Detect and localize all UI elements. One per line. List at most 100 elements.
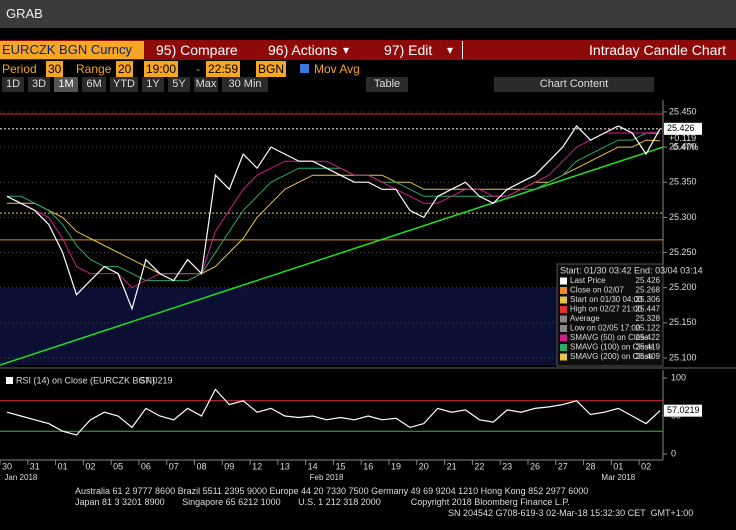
y-tick-label: 25.250 (669, 247, 697, 257)
x-tick-label: 28 (586, 461, 596, 471)
legend-swatch (6, 377, 13, 384)
footer-line: SN 204542 G708-619-3 02-Mar-18 15:32:30 … (448, 508, 694, 518)
button[interactable]: 5Y (168, 77, 190, 92)
x-tick-label: 06 (141, 461, 151, 471)
legend-value: 25.328 (636, 314, 661, 323)
menu-actions[interactable]: 96) Actions (268, 42, 338, 58)
legend-label: SMAVG (100) on Close (570, 343, 654, 352)
x-tick-label: 05 (113, 461, 123, 471)
button[interactable]: YTD (110, 77, 138, 92)
legend-label: SMAVG (200) on Close (570, 352, 654, 361)
legend-value: 25.306 (636, 295, 661, 304)
legend-swatch (560, 315, 567, 323)
x-tick-label: 16 (363, 461, 373, 471)
legend-value: 25.409 (636, 352, 661, 361)
legend-label: High on 02/27 21:00 (570, 305, 643, 314)
dash: - (196, 62, 200, 76)
y-tick-label: 25.450 (669, 106, 697, 116)
x-tick-label: 22 (474, 461, 484, 471)
range-label: Range (76, 62, 112, 76)
x-tick-label: 15 (335, 461, 345, 471)
legend-label: Last Price (570, 276, 606, 285)
legend-value: 25.426 (636, 276, 661, 285)
divider (462, 41, 735, 59)
dropdown-arrow: ▾ (447, 43, 454, 57)
moving-average (7, 132, 661, 282)
dropdown-arrow: ▾ (343, 43, 350, 57)
menu-compare[interactable]: 95) Compare (156, 42, 238, 58)
legend-value: 25.422 (636, 333, 661, 342)
change-label: +0.119 (669, 133, 696, 143)
checkbox[interactable] (300, 64, 309, 73)
button[interactable]: 6M (82, 77, 106, 92)
rsi-title: RSI (14) on Close (EURCZK BGN) (16, 375, 155, 385)
x-tick-label: 31 (30, 461, 40, 471)
from-field[interactable]: 19:00 (144, 61, 179, 77)
rsi-value-label: 57.0219 (667, 405, 700, 415)
legend-label: SMAVG (50) on Close (570, 333, 649, 342)
x-tick-label: 21 (447, 461, 457, 471)
period-field[interactable]: 30 (46, 61, 64, 77)
to-field[interactable]: 22:59 (206, 61, 241, 77)
y-tick-label: 25.350 (669, 177, 697, 187)
y-tick-label: 0 (671, 448, 676, 458)
period-label: Period (2, 62, 37, 76)
toolbar (0, 40, 736, 60)
y-tick-label: 25.150 (669, 317, 697, 327)
legend-swatch (560, 344, 567, 351)
x-tick-label: 20 (419, 461, 429, 471)
x-group-label: Feb 2018 (310, 473, 344, 482)
x-group-label: Mar 2018 (601, 473, 635, 482)
legend-swatch (560, 334, 567, 342)
legend-box (556, 263, 664, 367)
x-tick-label: 14 (308, 461, 318, 471)
x-tick-label: 01 (613, 461, 623, 471)
footer-line: Australia 61 2 9777 8600 Brazil 5511 239… (75, 486, 589, 496)
footer-line: Japan 81 3 3201 8900 Singapore 65 6212 1… (75, 497, 570, 507)
button[interactable]: Chart Content (494, 77, 654, 92)
x-tick-label: 30 (2, 461, 12, 471)
menu-edit[interactable]: 97) Edit (384, 42, 433, 58)
button[interactable]: 1D (2, 77, 24, 92)
last-price-box (664, 122, 702, 135)
button[interactable]: Max (194, 77, 218, 92)
x-tick-label: 07 (169, 461, 179, 471)
legend-swatch (560, 306, 567, 313)
legend-header: Start: 01/30 03:42 End: 03/04 03:14 (560, 265, 703, 275)
legend-label: Start on 01/30 04:00 (570, 295, 643, 304)
title-bar (0, 0, 736, 28)
legend-value: 25.447 (636, 305, 661, 314)
y-tick-label: 25.100 (669, 352, 697, 362)
rsi-current: 57.0219 (140, 375, 173, 385)
y-tick-label: 25.200 (669, 282, 697, 292)
source-field[interactable]: BGN (256, 61, 287, 77)
x-tick-label: 13 (280, 461, 290, 471)
legend-label: Average (570, 314, 600, 323)
button[interactable]: 3D (28, 77, 50, 92)
legend-value: 25.419 (636, 343, 661, 352)
legend-swatch (560, 296, 567, 304)
chart-name: Intraday Candle Chart (589, 42, 726, 58)
y-tick-label: 25.400 (669, 141, 697, 151)
button[interactable]: Table (366, 77, 408, 92)
price-line (6, 388, 661, 436)
button[interactable]: 1Y (142, 77, 164, 92)
x-tick-label: 26 (530, 461, 540, 471)
price-line (6, 125, 661, 311)
legend-swatch (560, 353, 567, 361)
trendline (0, 146, 664, 366)
button[interactable]: 1M (54, 77, 78, 92)
legend-value: 25.122 (636, 324, 661, 333)
security[interactable]: EURCZK BGN Curncy (0, 41, 144, 59)
range-field[interactable]: 20 (116, 61, 134, 77)
x-tick-label: 01 (58, 461, 68, 471)
rsi-value-box (664, 404, 702, 417)
x-tick-label: 12 (252, 461, 262, 471)
button[interactable]: 30 Min (222, 77, 268, 92)
last-price-label: 25.426 (667, 123, 695, 133)
window-title: GRAB (6, 6, 43, 21)
x-tick-label: 23 (502, 461, 512, 471)
legend-swatch (560, 325, 567, 332)
